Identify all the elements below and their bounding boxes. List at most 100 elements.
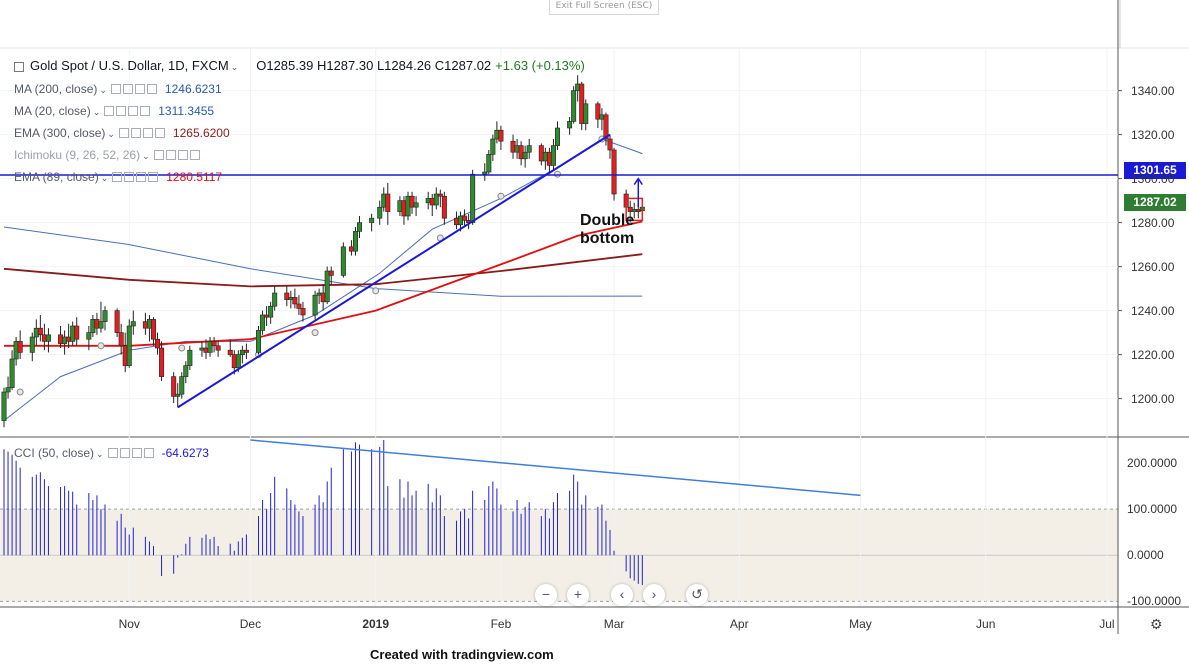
candle-body <box>425 198 431 204</box>
ohlc-values: O1285.39 H1287.30 L1284.26 C1287.02 <box>256 58 492 73</box>
candle-body <box>377 206 383 219</box>
indicator-settings-icons[interactable] <box>110 83 159 97</box>
cci-tick-label: -100.0000 <box>1127 594 1182 609</box>
candle-body <box>385 193 391 212</box>
candle-body <box>498 129 504 142</box>
candle-body <box>352 231 358 252</box>
indicator-label: EMA (89, close) <box>14 170 99 184</box>
candle-body <box>607 138 613 151</box>
indicator-value: 1311.3455 <box>158 104 215 118</box>
cci-tick-label: 100.0000 <box>1127 502 1178 517</box>
candle-body <box>227 349 233 355</box>
exit-fullscreen-button[interactable]: Exit Full Screen (ESC) <box>549 0 659 15</box>
candle-body <box>199 347 205 351</box>
indicator-legend-1[interactable]: MA (20, close) ⌄ 1311.3455 <box>14 104 214 119</box>
collapse-icon[interactable] <box>14 61 24 72</box>
candle-body <box>441 195 447 219</box>
candle-body <box>397 200 403 212</box>
chevron-down-icon[interactable]: ⌄ <box>100 173 109 183</box>
last-price-tag: 1287.02 <box>1124 194 1186 211</box>
ichimoku-point <box>553 170 561 178</box>
ichimoku-point <box>16 388 24 396</box>
candle-body <box>595 103 601 120</box>
candle-body <box>550 145 556 166</box>
indicator-legend-4[interactable]: EMA (89, close) ⌄ 1280.5117 <box>14 170 222 185</box>
zoom-in-button[interactable]: + <box>567 584 589 606</box>
candle-body <box>369 217 375 223</box>
candle-body <box>179 376 185 395</box>
indicator-value: 1265.6200 <box>172 126 230 140</box>
candle-body <box>567 121 573 129</box>
indicator-legend-3[interactable]: Ichimoku (9, 26, 52, 26) ⌄ <box>14 148 208 163</box>
candle-body <box>175 393 181 397</box>
reset-chart-button[interactable]: ↺ <box>686 584 708 606</box>
price-change: +1.63 (+0.13%) <box>495 58 585 73</box>
x-tick-label: 2019 <box>362 617 390 631</box>
candle-body <box>482 171 488 175</box>
indicator-label: Ichimoku (9, 26, 52, 26) <box>14 148 141 162</box>
x-tick-label: Jul <box>1099 617 1115 631</box>
cci-legend[interactable]: CCI (50, close) ⌄ -64.6273 <box>14 446 209 461</box>
chevron-down-icon[interactable]: ⌄ <box>99 85 107 95</box>
scroll-right-button[interactable]: › <box>643 584 665 606</box>
chevron-down-icon[interactable]: ⌄ <box>96 449 104 459</box>
candle-body <box>357 222 363 232</box>
indicator-settings-icons[interactable] <box>153 149 202 163</box>
y-tick-label: 1260.00 <box>1131 259 1175 274</box>
annotation-line-1: Double <box>580 212 635 229</box>
gear-icon[interactable]: ⚙ <box>1150 616 1163 632</box>
chevron-down-icon[interactable]: ⌄ <box>107 129 115 139</box>
symbol-legend[interactable]: Gold Spot / U.S. Dollar, 1D, FXCM ⌄ O1285.… <box>14 58 585 73</box>
candle-body <box>260 314 266 331</box>
indicator-value: 1280.5117 <box>166 170 223 184</box>
scroll-left-button[interactable]: ‹ <box>611 584 633 606</box>
candle-body <box>86 332 92 340</box>
candle-body <box>74 325 80 340</box>
candle-body <box>187 349 193 366</box>
candle-body <box>142 321 148 329</box>
indicator-settings-icons[interactable] <box>104 105 152 119</box>
candle-body <box>437 193 443 197</box>
chevron-down-icon[interactable]: ⌄ <box>92 107 101 117</box>
candle-body <box>171 376 177 397</box>
candle-body <box>300 308 306 316</box>
candle-body <box>526 145 532 153</box>
candle-body <box>296 303 302 309</box>
ichimoku-point <box>97 342 105 350</box>
indicator-legend-2[interactable]: EMA (300, close) ⌄ 1265.6200 <box>14 126 230 141</box>
ichimoku-point <box>497 192 505 200</box>
cci-label: CCI (50, close) <box>14 446 95 460</box>
indicator-settings-icons[interactable] <box>107 447 156 461</box>
candle-body <box>130 321 136 327</box>
series-line-0 <box>3 226 643 297</box>
x-tick-label: Mar <box>603 617 625 631</box>
y-tick-label: 1240.00 <box>1131 303 1175 318</box>
candle-body <box>470 173 476 223</box>
indicator-label: MA (20, close) <box>14 104 91 118</box>
candle-body <box>45 334 51 342</box>
cci-tick-label: 0.0000 <box>1127 548 1164 563</box>
x-tick-label: Apr <box>729 617 749 631</box>
ichimoku-point <box>311 329 319 337</box>
series-line-2 <box>3 253 643 288</box>
y-tick-label: 1340.00 <box>1131 83 1175 98</box>
zoom-out-button[interactable]: − <box>535 584 557 606</box>
candle-body <box>453 217 459 226</box>
candle-body <box>118 332 124 347</box>
candle-body <box>284 292 290 300</box>
indicator-settings-icons[interactable] <box>118 127 167 141</box>
indicator-settings-icons[interactable] <box>112 171 160 185</box>
chevron-down-icon[interactable]: ⌄ <box>142 151 150 161</box>
cci-value: -64.6273 <box>161 446 209 460</box>
level-price-tag: 1301.65 <box>1124 162 1186 179</box>
chevron-down-icon[interactable]: ⌄ <box>230 62 239 72</box>
candle-body <box>413 202 419 208</box>
y-tick-label: 1320.00 <box>1131 127 1175 142</box>
indicator-legend-0[interactable]: MA (200, close) ⌄ 1246.6231 <box>14 82 222 97</box>
candle-body <box>603 114 609 140</box>
candle-body <box>126 325 132 366</box>
candle-body <box>409 195 415 208</box>
x-tick-label: Nov <box>118 617 140 631</box>
candle-body <box>583 103 589 124</box>
